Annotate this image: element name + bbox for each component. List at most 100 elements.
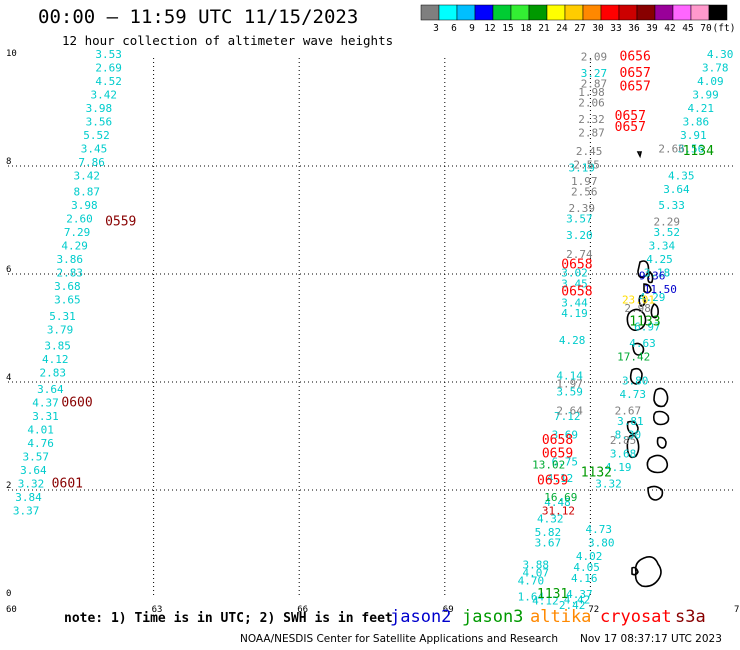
island-outline	[636, 151, 643, 159]
colorbar-swatch	[528, 4, 548, 21]
map-subtitle: 12 hour collection of altimeter wave hei…	[62, 33, 394, 48]
pass-time-label: 0657	[620, 79, 651, 94]
wave-height-value: 3.44	[561, 296, 588, 309]
satellite-legend-altika: altika	[530, 607, 592, 627]
satellite-legend-s3a: s3a	[675, 607, 706, 627]
wave-height-value: 3.56	[678, 143, 705, 156]
colorbar-tick: 6	[451, 23, 457, 34]
wave-height-value: 2.85	[610, 434, 637, 447]
colorbar-swatch	[510, 4, 530, 21]
wave-height-value: 4.48	[544, 496, 571, 509]
satellite-legend-jason3: jason3	[462, 607, 524, 627]
wave-height-value: 2.42	[559, 599, 586, 612]
island-outline	[634, 556, 662, 588]
wave-height-value: 3.57	[23, 450, 49, 463]
pass-time-label: 0657	[615, 109, 646, 124]
colorbar-swatch	[492, 4, 512, 21]
wave-height-value: 6.97	[634, 321, 661, 334]
wave-height-value: 3.37	[13, 504, 40, 517]
wave-height-value: 3.84	[15, 491, 42, 504]
wave-height-value: 8.30	[615, 429, 642, 442]
wave-height-value: 1.64	[518, 591, 545, 604]
wave-height-value: 3.98	[71, 199, 98, 212]
wave-height-value: 4.25	[646, 253, 673, 266]
island-outline	[626, 434, 640, 459]
wave-height-value: 3.88	[522, 558, 549, 571]
wave-height-value: 5.82	[535, 526, 562, 539]
pass-time-label: 0659	[542, 447, 573, 462]
colorbar-tick: 33	[610, 23, 621, 34]
map-title: 00:00 – 11:59 UTC 11/15/2023	[38, 6, 359, 28]
y-tick-label: 6	[6, 265, 11, 275]
wave-height-value: 7.12	[554, 410, 581, 423]
island-outline	[631, 566, 639, 576]
colorbar-swatch	[546, 4, 566, 21]
wave-height-value: 3.59	[556, 386, 583, 399]
wave-height-value: 2.60	[66, 213, 93, 226]
island-outline	[646, 454, 669, 474]
wave-height-value: 4.14	[556, 369, 583, 382]
wave-height-value: 4.16	[571, 572, 598, 585]
colorbar-tick: 18	[520, 23, 532, 34]
wave-height-value: 4.35	[668, 170, 695, 183]
wave-height-value: 5.52	[83, 129, 110, 142]
wave-height-value: 3.31	[32, 410, 59, 423]
pass-time-label: 0559	[105, 214, 136, 229]
colorbar-tick: 12	[484, 23, 495, 34]
x-tick-label: 75	[734, 605, 740, 615]
colorbar-swatch	[564, 4, 584, 21]
wave-height-value: 7.29	[64, 226, 91, 239]
colorbar-tick: 42	[664, 23, 675, 34]
wave-height-value: 4.12	[547, 472, 574, 485]
colorbar-tick: 70	[700, 23, 712, 34]
wave-height-value: 3.32	[595, 477, 622, 490]
colorbar-swatch	[618, 4, 638, 21]
colorbar-swatch	[582, 4, 602, 21]
island-outline	[626, 420, 639, 435]
x-tick-label: 66	[297, 605, 308, 615]
island-outline	[638, 294, 646, 307]
wave-height-value: 4.52	[95, 75, 122, 88]
wave-height-value: 4.70	[518, 575, 545, 588]
wave-height-value: 2.83	[57, 267, 84, 280]
pass-time-label: 0600	[61, 395, 92, 410]
wave-height-value: 4.63	[629, 337, 656, 350]
wave-height-value: 9.36	[639, 269, 666, 282]
wave-height-value: 3.67	[535, 537, 562, 550]
wave-height-value: 4.05	[573, 561, 600, 574]
wave-height-value: 17.42	[617, 350, 650, 363]
map-grid: 60 63 66 69 72 75 0 2 4 6 8 10	[6, 49, 740, 615]
wave-height-value: 3.68	[54, 280, 81, 293]
wave-height-value: 3.68	[610, 448, 637, 461]
wave-height-value: 4.30	[707, 48, 734, 61]
wave-height-value: 4.28	[559, 334, 586, 347]
colorbar-tick: 39	[646, 23, 658, 34]
colorbar-tick: (ft)	[713, 23, 736, 34]
wave-height-value: 4.01	[27, 423, 54, 436]
pass-time-label: 0601	[52, 476, 83, 491]
wave-height-value: 4.42	[564, 593, 591, 606]
wave-height-value: 2.69	[95, 62, 122, 75]
colorbar-swatch	[708, 4, 728, 21]
wave-height-value: 2.67	[615, 404, 642, 417]
wave-height-value: 3.69	[552, 429, 579, 442]
wave-height-value: 2.87	[581, 78, 608, 91]
y-tick-label: 8	[6, 157, 11, 167]
wave-height-value: 3.79	[47, 323, 74, 336]
wave-height-value: 2.74	[566, 248, 593, 261]
wave-height-value: 2.64	[556, 404, 583, 417]
y-tick-label: 10	[6, 49, 17, 59]
island-outline	[629, 367, 643, 385]
wave-height-value: 4.09	[697, 75, 724, 88]
wave-height-value: 2.39	[569, 202, 596, 215]
pass-time-label: 0658	[542, 433, 573, 448]
wave-height-value: 3.85	[44, 340, 71, 353]
pass-time-labels: 0559060006010656065706570657065706580658…	[52, 50, 714, 602]
wave-height-value: 3.45	[561, 278, 588, 291]
wave-height-value: 5.31	[49, 310, 76, 323]
wave-height-value: 4.21	[687, 102, 714, 115]
wave-height-value: 2.32	[578, 113, 605, 126]
pass-time-label: 0657	[620, 66, 651, 81]
wave-height-value: 4.02	[576, 550, 603, 563]
wave-height-value: 4.12	[42, 353, 68, 366]
